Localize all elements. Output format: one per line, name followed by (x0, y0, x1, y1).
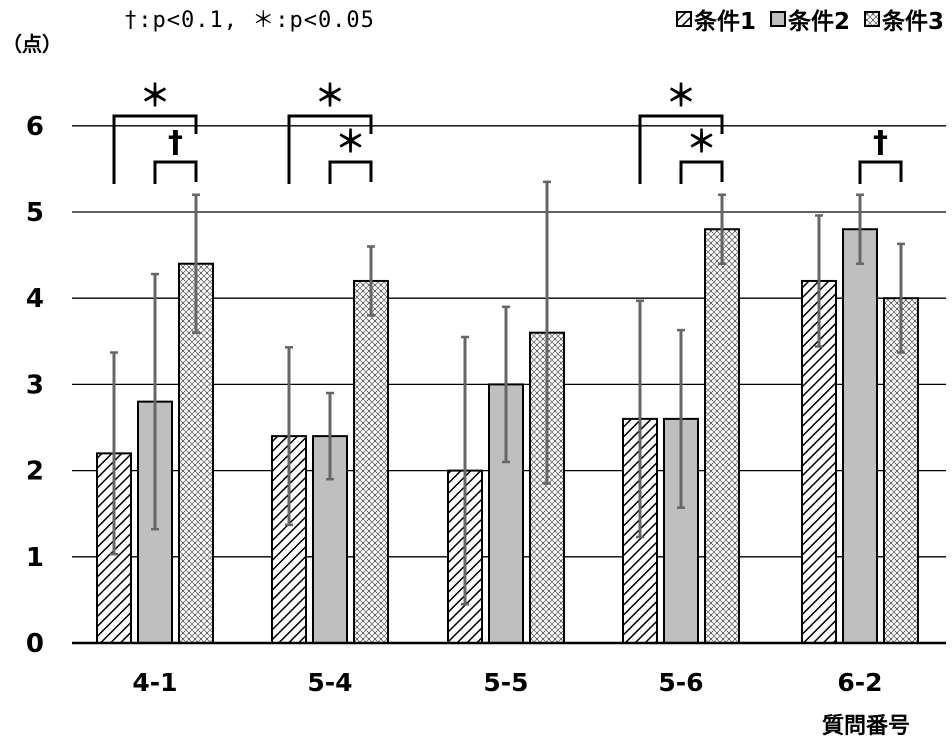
y-tick-label: 0 (26, 629, 44, 659)
significance-bracket (153, 160, 198, 184)
significance-mark: ＊ (140, 79, 170, 114)
y-tick-label: 5 (26, 198, 44, 228)
significance-mark: † (168, 125, 183, 160)
y-tick-label: 6 (26, 112, 44, 142)
y-tick-label: 4 (26, 284, 44, 314)
legend-swatch-gray (769, 11, 786, 27)
legend: 条件1 条件2 条件3 (666, 2, 944, 36)
y-tick-label: 1 (26, 543, 44, 573)
significance-mark: ＊ (315, 79, 345, 114)
significance-bracket (638, 114, 724, 184)
significance-note: †:p<0.1, ＊:p<0.05 (124, 8, 375, 33)
x-tick-label: 5-4 (307, 668, 352, 697)
significance-bracket (858, 160, 903, 184)
significance-bracket (328, 160, 373, 184)
legend-swatch-hatch (675, 11, 692, 27)
legend-item-1: 条件1 (675, 2, 756, 36)
legend-item-3: 条件3 (863, 2, 944, 36)
significance-bracket (679, 160, 724, 184)
significance-bracket (112, 114, 198, 184)
bar (704, 228, 740, 645)
y-tick-label: 3 (26, 370, 44, 400)
significance-bracket (287, 114, 373, 184)
y-axis-label: （点） (2, 32, 62, 56)
x-tick-label: 6-2 (837, 668, 882, 697)
x-axis-title: 質問番号 (822, 714, 911, 739)
significance-mark: ＊ (336, 125, 366, 160)
significance-mark: ＊ (687, 125, 717, 160)
legend-label-2: 条件2 (787, 9, 850, 35)
x-tick-label: 5-6 (658, 668, 703, 697)
y-tick-label: 2 (26, 457, 44, 487)
x-tick-label: 5-5 (483, 668, 528, 697)
significance-mark: † (873, 125, 888, 160)
legend-label-1: 条件1 (693, 9, 756, 35)
x-tick-label: 4-1 (132, 668, 177, 697)
bar (883, 297, 919, 644)
legend-swatch-cross (863, 11, 880, 27)
legend-item-2: 条件2 (769, 2, 850, 36)
bar (271, 435, 307, 644)
bar (842, 228, 878, 645)
bar (353, 279, 389, 644)
legend-label-3: 条件3 (881, 9, 944, 35)
significance-mark: ＊ (666, 79, 696, 114)
